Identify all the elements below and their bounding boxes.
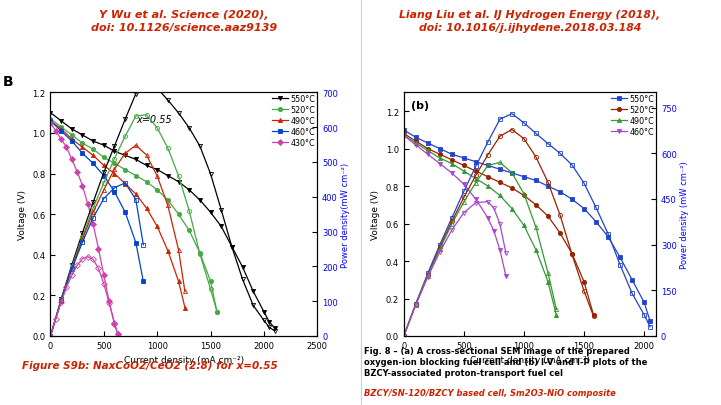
Legend: 550°C, 520°C, 490°C, 460°C: 550°C, 520°C, 490°C, 460°C [611, 95, 655, 137]
Text: Liang Liu et al. IJ Hydrogen Energy (2018),
doi: 10.1016/j.ijhydene.2018.03.184: Liang Liu et al. IJ Hydrogen Energy (201… [399, 10, 660, 33]
Legend: 550°C, 520°C, 490°C, 460°C, 430°C: 550°C, 520°C, 490°C, 460°C, 430°C [273, 95, 316, 148]
Text: B: B [2, 75, 13, 88]
Text: BZCY/SN-120/BZCY based cell, Sm2O3-NiO composite: BZCY/SN-120/BZCY based cell, Sm2O3-NiO c… [364, 388, 616, 397]
Y-axis label: Voltage (V): Voltage (V) [371, 190, 380, 240]
Text: (b): (b) [411, 100, 430, 111]
Y-axis label: Voltage (V): Voltage (V) [18, 190, 27, 240]
Text: Y Wu et al. Science (2020),
doi: 10.1126/science.aaz9139: Y Wu et al. Science (2020), doi: 10.1126… [91, 10, 277, 33]
Text: Fig. 8 – (a) A cross-sectional SEM image of the prepared
oxygen-ion blocking fue: Fig. 8 – (a) A cross-sectional SEM image… [364, 346, 647, 377]
X-axis label: Current density (mA cm⁻²): Current density (mA cm⁻²) [124, 356, 244, 364]
Y-axis label: Power density (mW cm⁻²): Power density (mW cm⁻²) [680, 161, 689, 269]
Text: x=0.55: x=0.55 [136, 115, 172, 125]
Text: Figure S9b: NaxCoO2/CeO2 (2:8) for x=0.55: Figure S9b: NaxCoO2/CeO2 (2:8) for x=0.5… [22, 360, 278, 371]
Y-axis label: Power density(mW cm⁻²): Power density(mW cm⁻²) [341, 162, 350, 267]
X-axis label: Current density (mA cm⁻²): Current density (mA cm⁻²) [470, 356, 590, 364]
